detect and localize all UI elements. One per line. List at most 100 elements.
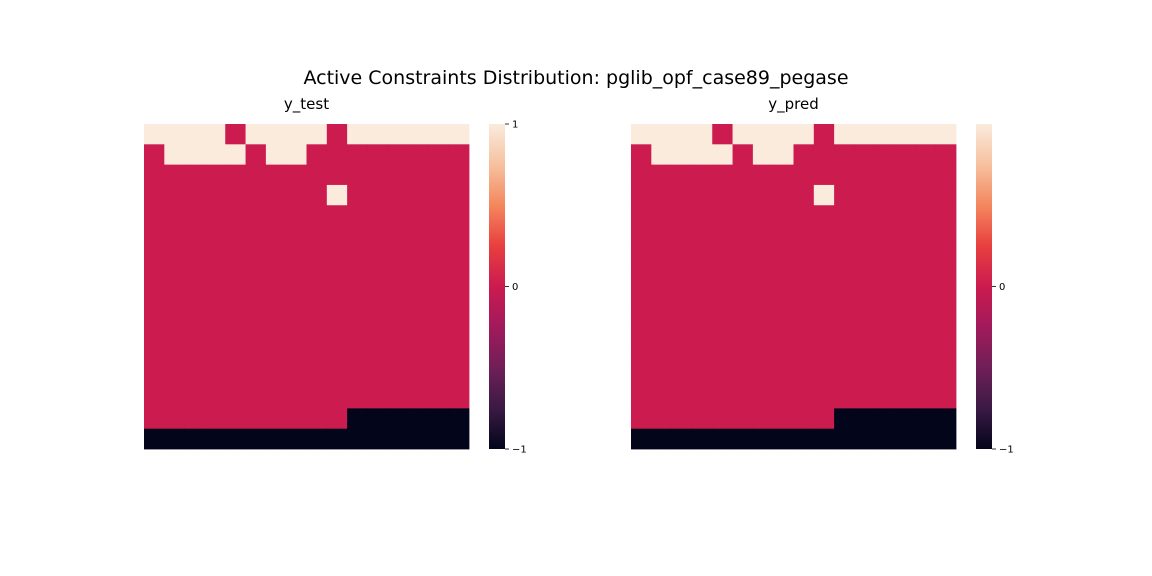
heatmap-cell	[286, 306, 307, 328]
heatmap-cell	[144, 184, 165, 206]
heatmap-cell	[408, 225, 429, 247]
heatmap-cell	[265, 367, 287, 389]
heatmap-cell	[793, 388, 815, 409]
heatmap-cell	[286, 266, 307, 287]
heatmap-cell	[732, 184, 754, 206]
heatmap-cell	[164, 428, 186, 450]
heatmap-cell	[834, 408, 855, 430]
heatmap-cell	[428, 245, 450, 267]
heatmap-cell	[631, 245, 652, 267]
heatmap-cell	[752, 124, 774, 145]
heatmap-cell	[671, 388, 693, 409]
heatmap-cell	[245, 124, 267, 145]
heatmap-cell	[793, 428, 815, 450]
heatmap-cell	[691, 266, 713, 287]
heatmap-cell	[813, 225, 835, 247]
colorbar: 1 0 −1	[489, 120, 527, 456]
heatmap-cell	[834, 184, 855, 206]
heatmap-cell	[874, 144, 896, 166]
heatmap-cell	[895, 286, 916, 308]
heatmap-cell	[712, 164, 733, 186]
heatmap-cell	[793, 367, 815, 389]
heatmap-cell	[204, 245, 226, 267]
heatmap-cell	[326, 306, 348, 328]
heatmap-cell	[306, 388, 328, 409]
heatmap-cell	[367, 164, 389, 186]
heatmap-cell	[854, 205, 876, 226]
heatmap-cell	[895, 347, 916, 369]
heatmap-cell	[793, 205, 815, 226]
heatmap-cell	[651, 164, 673, 186]
heatmap-cell	[408, 327, 429, 348]
heatmap-cell	[265, 408, 287, 430]
heatmap-cell	[164, 164, 186, 186]
heatmap-cells	[144, 124, 470, 450]
heatmap-cell	[184, 124, 206, 145]
heatmap-cell	[184, 306, 206, 328]
heatmap-cell	[671, 286, 693, 308]
heatmap-cell	[204, 124, 226, 145]
heatmap-cell	[306, 124, 328, 145]
heatmap-cell	[793, 124, 815, 145]
heatmap-cell	[144, 124, 165, 145]
heatmap-cell	[204, 408, 226, 430]
heatmap-cell	[347, 205, 368, 226]
heatmap-cell	[367, 124, 389, 145]
heatmap-cell	[813, 347, 835, 369]
heatmap-cell	[164, 144, 186, 166]
heatmap-cell	[245, 408, 267, 430]
heatmap-cell	[387, 144, 409, 166]
heatmap-cell	[428, 184, 450, 206]
heatmap-cell	[732, 347, 754, 369]
heatmap-cell	[164, 408, 186, 430]
heatmap-cell	[773, 367, 794, 389]
heatmap-cell	[347, 286, 368, 308]
heatmap-cell	[895, 164, 916, 186]
heatmap-cell	[834, 124, 855, 145]
heatmap-cell	[915, 205, 937, 226]
heatmap-cell	[793, 266, 815, 287]
heatmap-cell	[671, 184, 693, 206]
heatmap-cell	[915, 388, 937, 409]
heatmap-cell	[428, 428, 450, 450]
heatmap-cell	[854, 306, 876, 328]
heatmap-cell	[326, 164, 348, 186]
heatmap-cell	[773, 306, 794, 328]
heatmap-cell	[306, 245, 328, 267]
heatmap-cell	[387, 124, 409, 145]
heatmap-cell	[935, 124, 957, 145]
heatmap-cell	[651, 205, 673, 226]
heatmap-cell	[671, 428, 693, 450]
heatmap-cell	[225, 306, 246, 328]
heatmap-cell	[854, 144, 876, 166]
heatmap-cell	[367, 144, 389, 166]
heatmap-cell	[834, 205, 855, 226]
heatmap-cell	[631, 347, 652, 369]
heatmap-cell	[144, 164, 165, 186]
heatmap-cell	[631, 428, 652, 450]
heatmap-cell	[671, 245, 693, 267]
heatmap-cell	[631, 144, 652, 166]
heatmap-cell	[935, 428, 957, 450]
heatmap-cell	[225, 184, 246, 206]
heatmap-cell	[144, 286, 165, 308]
heatmap-cell	[204, 164, 226, 186]
heatmap-cell	[813, 245, 835, 267]
heatmap-cell	[245, 266, 267, 287]
heatmap-cell	[347, 347, 368, 369]
heatmap-cell	[691, 306, 713, 328]
heatmap-cell	[915, 327, 937, 348]
heatmap-cell	[691, 205, 713, 226]
heatmap-cell	[184, 225, 206, 247]
heatmap-cell	[184, 367, 206, 389]
heatmap-cell	[874, 327, 896, 348]
heatmap-cell	[854, 388, 876, 409]
heatmap-cell	[651, 245, 673, 267]
heatmap-cell	[813, 388, 835, 409]
heatmap-cell	[671, 408, 693, 430]
heatmap-cell	[306, 327, 328, 348]
heatmap-cell	[895, 205, 916, 226]
heatmap-cell	[286, 327, 307, 348]
heatmap-cell	[408, 245, 429, 267]
